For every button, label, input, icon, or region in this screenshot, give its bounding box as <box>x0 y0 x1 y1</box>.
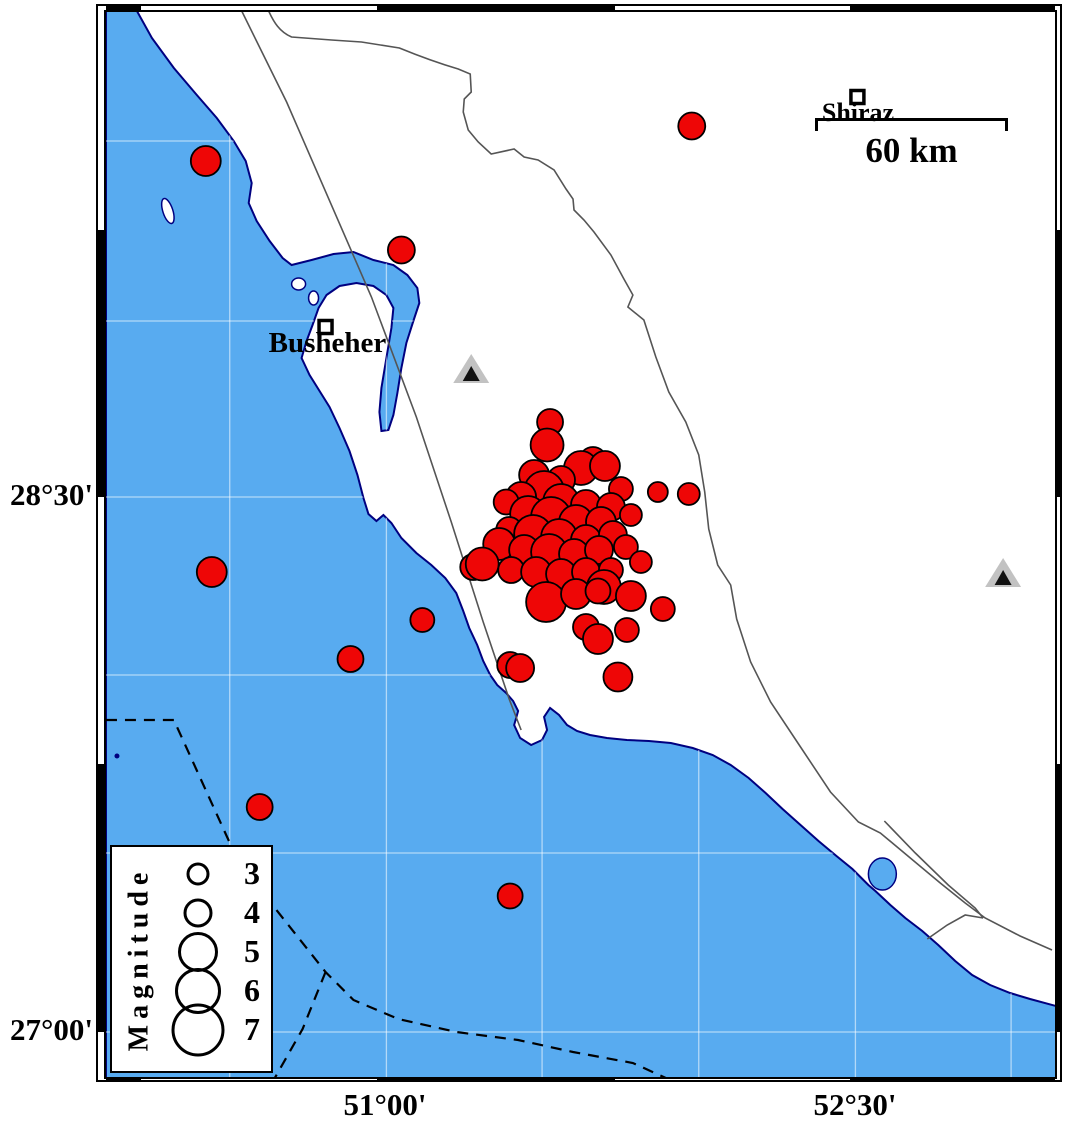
earthquake-marker <box>646 481 669 503</box>
coastal-lagoon <box>867 857 898 891</box>
earthquake-marker <box>589 450 621 482</box>
lat-label-28-30: 28°30' <box>9 477 93 512</box>
earthquake-marker <box>619 503 643 527</box>
earthquake-marker <box>602 661 634 693</box>
frame-tick <box>98 764 104 1032</box>
legend-circle-m5 <box>178 932 218 972</box>
road-branch-line <box>926 914 984 940</box>
earthquake-marker <box>614 617 640 643</box>
earthquake-marker <box>189 145 222 177</box>
frame-tick <box>850 6 1055 10</box>
legend-label-m5: 5 <box>244 933 260 969</box>
scale-bar-label: 60 km <box>865 131 958 170</box>
legend-circle-m6 <box>175 968 221 1014</box>
lon-label-52-30: 52°30' <box>813 1087 897 1122</box>
legend-circle-m4 <box>183 898 213 928</box>
earthquake-marker <box>529 427 565 463</box>
road-line <box>883 820 984 919</box>
scale-bar <box>815 118 1008 131</box>
magnitude-legend: Magnitude 3 4 5 6 7 <box>110 845 273 1073</box>
earthquake-marker <box>497 556 526 584</box>
frame-tick <box>106 6 141 10</box>
earthquake-marker <box>584 577 612 605</box>
earthquake-marker <box>409 607 436 633</box>
island <box>290 277 307 291</box>
earthquake-marker <box>676 482 701 506</box>
earthquake-marker <box>525 581 567 623</box>
maritime-boundary-dashed <box>106 718 667 1077</box>
legend-circle-m7 <box>171 1003 225 1057</box>
earthquake-marker <box>584 535 614 565</box>
legend-title-wrap: Magnitude <box>112 847 166 1071</box>
station-layer <box>453 354 1022 587</box>
islet <box>114 753 120 759</box>
earthquake-marker <box>496 882 524 910</box>
map-svg <box>106 12 1055 1077</box>
earthquake-marker <box>615 580 647 612</box>
legend-label-m6: 6 <box>244 972 260 1008</box>
earthquake-layer <box>189 111 707 910</box>
frame-tick <box>1054 230 1060 497</box>
city-marker-layer <box>317 88 866 336</box>
earthquake-marker <box>387 235 416 265</box>
station-triangle-inner-icon <box>462 366 480 381</box>
earthquake-marker <box>505 653 535 683</box>
mountain-front-line <box>268 12 1053 951</box>
fault-line <box>241 12 522 731</box>
earthquake-marker <box>613 534 639 560</box>
frame-tick <box>98 230 104 497</box>
earthquake-marker <box>245 793 274 821</box>
frame-tick <box>377 6 615 10</box>
island <box>160 197 175 225</box>
legend-label-m3: 3 <box>244 855 260 891</box>
earthquake-marker <box>195 556 228 588</box>
earthquake-marker <box>336 645 365 673</box>
city-square-marker <box>317 318 334 336</box>
legend-circle-m3 <box>186 862 210 886</box>
earthquake-marker <box>628 550 653 574</box>
station-triangle-inner-icon <box>994 570 1012 585</box>
legend-title: Magnitude <box>123 866 154 1052</box>
legend-label-m7: 7 <box>244 1011 260 1047</box>
lat-label-27-00: 27°00' <box>9 1012 93 1047</box>
earthquake-marker <box>677 111 707 141</box>
earthquake-marker <box>582 623 614 655</box>
legend-circles <box>171 862 225 1057</box>
maritime-boundary-branch-dashed <box>274 971 327 1077</box>
legend-label-m4: 4 <box>244 894 260 930</box>
frame-tick <box>1054 764 1060 1032</box>
earthquake-marker <box>649 596 676 622</box>
city-label-shiraz: Shiraz <box>821 98 895 127</box>
lon-label-51-00: 51°00' <box>343 1087 427 1122</box>
city-label-busheher: Busheher <box>268 327 387 359</box>
earthquake-marker <box>464 546 500 582</box>
island <box>307 290 320 306</box>
city-square-marker <box>849 88 866 106</box>
sea-persian-gulf <box>106 12 1055 1077</box>
